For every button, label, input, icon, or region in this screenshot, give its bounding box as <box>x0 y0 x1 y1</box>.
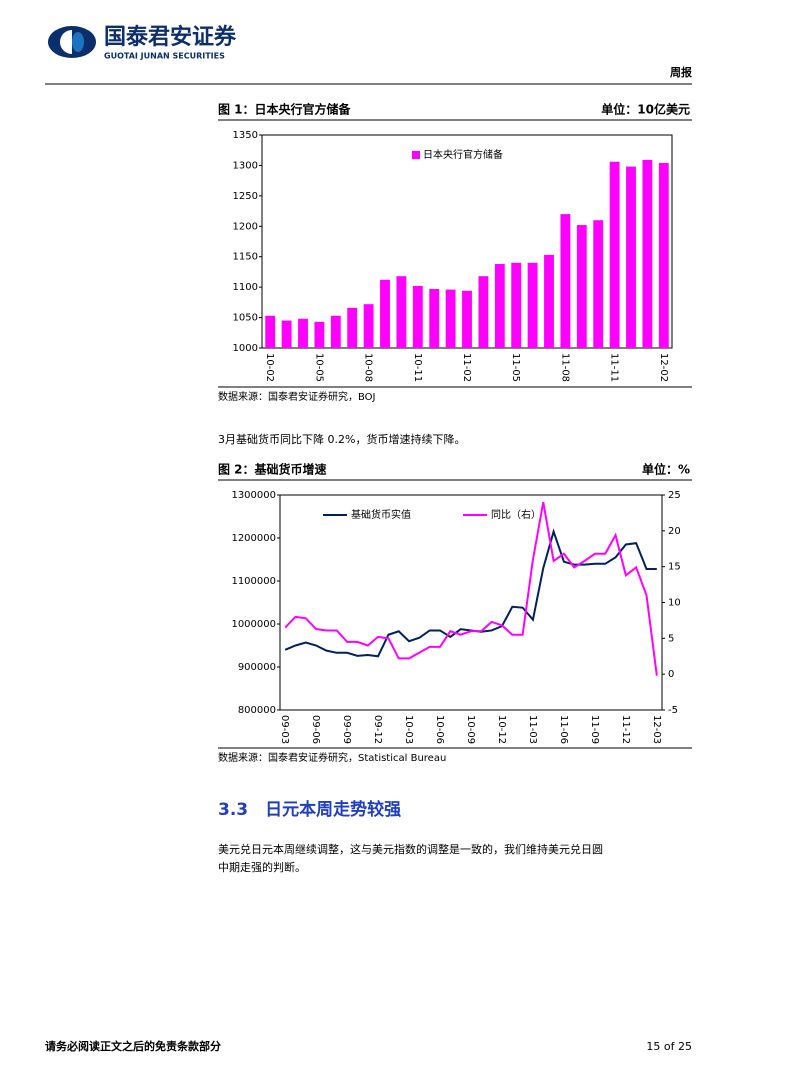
x-tick-label: 09-09 <box>341 715 352 744</box>
bar <box>642 159 653 348</box>
line <box>284 528 657 658</box>
x-tick-label: 11-12 <box>620 715 631 744</box>
x-tick-label: 10-06 <box>434 715 445 744</box>
bar <box>412 285 423 348</box>
bar <box>511 262 522 348</box>
bar <box>314 321 325 348</box>
x-tick-label: 10-02 <box>264 353 275 382</box>
y-tick-label: 1350 <box>233 130 258 141</box>
x-tick-label: 10-12 <box>496 715 507 744</box>
bar <box>560 214 571 348</box>
x-tick-label: 11-06 <box>558 715 569 744</box>
x-tick-label: 12-03 <box>651 715 662 744</box>
x-tick-label: 10-05 <box>313 353 324 382</box>
company: 国泰君安证券 <box>104 24 237 50</box>
y-tick-label: 900000 <box>238 662 276 673</box>
bar <box>380 279 390 348</box>
y-tick-label: 1250 <box>233 191 258 202</box>
x-tick-label: 11-02 <box>461 353 472 382</box>
section-heading: 3.3 日元本周走势较强 <box>218 799 401 820</box>
bar <box>330 315 341 348</box>
x-tick-label: 11-03 <box>527 715 538 744</box>
chart-title: 图 2：基础货币增速 <box>218 462 327 477</box>
y-tick-label: 1000 <box>233 343 258 354</box>
bar <box>396 276 407 348</box>
bar <box>478 276 489 348</box>
y-tick-label: 1150 <box>233 252 258 263</box>
y-tick-label: 1000000 <box>231 619 276 630</box>
bar <box>593 220 604 348</box>
logo <box>48 26 96 58</box>
bar <box>544 254 554 348</box>
x-tick-label: 10-03 <box>403 715 414 744</box>
bar <box>347 307 358 348</box>
y-tick-label: 1100 <box>233 282 258 293</box>
source: 数据来源：国泰君安证券研究，Statistical Bureau <box>218 751 446 764</box>
y2-tick-label: 25 <box>668 490 681 501</box>
legend-swatch <box>412 151 420 159</box>
source: 数据来源：国泰君安证券研究，BOJ <box>218 390 376 403</box>
paragraph: 3月基础货币同比下降 0.2%，货币增速持续下降。 <box>218 432 465 446</box>
bar <box>445 289 456 348</box>
legend-label: 日本央行官方储备 <box>423 148 503 161</box>
plot-area <box>279 494 663 711</box>
bar <box>658 162 669 348</box>
report-type: 周报 <box>670 65 693 79</box>
x-tick-label: 11-05 <box>510 353 521 382</box>
y-tick-label: 1200000 <box>231 533 276 544</box>
y2-tick-label: 10 <box>668 598 681 609</box>
page-number: 15 of 25 <box>646 1040 692 1053</box>
y-tick-label: 1050 <box>233 313 258 324</box>
chart-unit: 单位：% <box>642 462 690 477</box>
bar <box>626 166 636 348</box>
x-tick-label: 09-06 <box>310 715 321 744</box>
y-tick-label: 1100000 <box>231 576 276 587</box>
y2-tick-label: 20 <box>668 526 681 537</box>
y-tick-label: 1300 <box>233 160 258 171</box>
y2-tick-label: 15 <box>668 562 681 573</box>
x-tick-label: 10-11 <box>412 353 423 382</box>
bar <box>609 161 620 348</box>
chart-unit: 单位：10亿美元 <box>601 102 690 117</box>
bar <box>281 320 292 348</box>
x-tick-label: 12-02 <box>658 353 669 382</box>
bar <box>494 264 505 348</box>
bar <box>265 315 276 348</box>
x-tick-label: 10-08 <box>363 353 374 382</box>
paragraph: 中期走强的判断。 <box>218 860 306 874</box>
bar <box>462 290 472 348</box>
line <box>284 501 658 676</box>
bar <box>298 318 308 348</box>
x-tick-label: 09-03 <box>279 715 290 744</box>
x-tick-label: 10-09 <box>465 715 476 744</box>
y2-tick-label: -5 <box>668 705 678 716</box>
chart-title: 图 1：日本央行官方储备 <box>218 102 352 117</box>
x-tick-label: 09-12 <box>372 715 383 744</box>
company-en: GUOTAI JUNAN SECURITIES <box>104 52 225 61</box>
disclaimer: 请务必阅读正文之后的免责条款部分 <box>45 1039 221 1053</box>
y-tick-label: 1300000 <box>231 490 276 501</box>
bar <box>363 304 374 348</box>
y-tick-label: 1200 <box>233 221 258 232</box>
legend-label: 基础货币实值 <box>351 508 411 521</box>
paragraph: 美元兑日元本周继续调整，这与美元指数的调整是一致的，我们维持美元兑日圆 <box>218 842 603 856</box>
bar <box>527 262 538 348</box>
bar <box>576 225 587 348</box>
legend-label: 同比（右） <box>491 508 541 521</box>
x-tick-label: 11-09 <box>589 715 600 744</box>
y2-tick-label: 5 <box>668 633 674 644</box>
y-tick-label: 800000 <box>238 705 276 716</box>
y2-tick-label: 0 <box>668 669 674 680</box>
x-tick-label: 11-08 <box>559 353 570 382</box>
bar <box>429 288 440 348</box>
x-tick-label: 11-11 <box>609 353 620 382</box>
